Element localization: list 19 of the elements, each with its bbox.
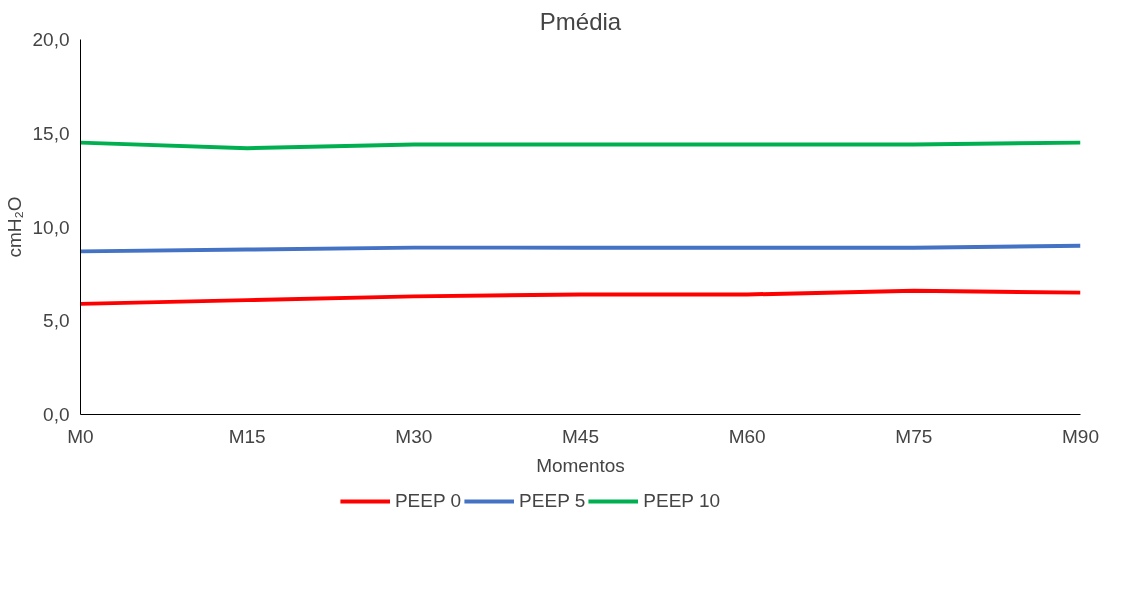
y-tick-label: 20,0 bbox=[32, 29, 70, 50]
line-series bbox=[80, 288, 1081, 306]
legend-label: PEEP 0 bbox=[394, 490, 462, 512]
legend-label: PEEP 10 bbox=[643, 490, 721, 512]
x-axis-title: Momentos bbox=[536, 454, 625, 476]
y-tick-label: 15,0 bbox=[32, 122, 70, 144]
legend-label: PEEP 5 bbox=[519, 490, 586, 512]
x-tick-label: M60 bbox=[728, 425, 766, 447]
chart-title: Pmédia bbox=[539, 7, 622, 35]
x-tick-label: M75 bbox=[895, 425, 933, 447]
x-tick-label: M15 bbox=[228, 425, 266, 447]
x-tick-label: M45 bbox=[562, 425, 599, 447]
x-tick-label: M30 bbox=[395, 425, 433, 447]
x-tick-label: M0 bbox=[67, 425, 94, 447]
y-tick-label: 0,0 bbox=[43, 404, 70, 425]
y-axis-title: cmH₂O bbox=[3, 196, 25, 258]
x-tick-label: M90 bbox=[1062, 425, 1099, 447]
y-tick-label: 10,0 bbox=[32, 216, 70, 238]
y-tick-label: 5,0 bbox=[43, 310, 70, 332]
